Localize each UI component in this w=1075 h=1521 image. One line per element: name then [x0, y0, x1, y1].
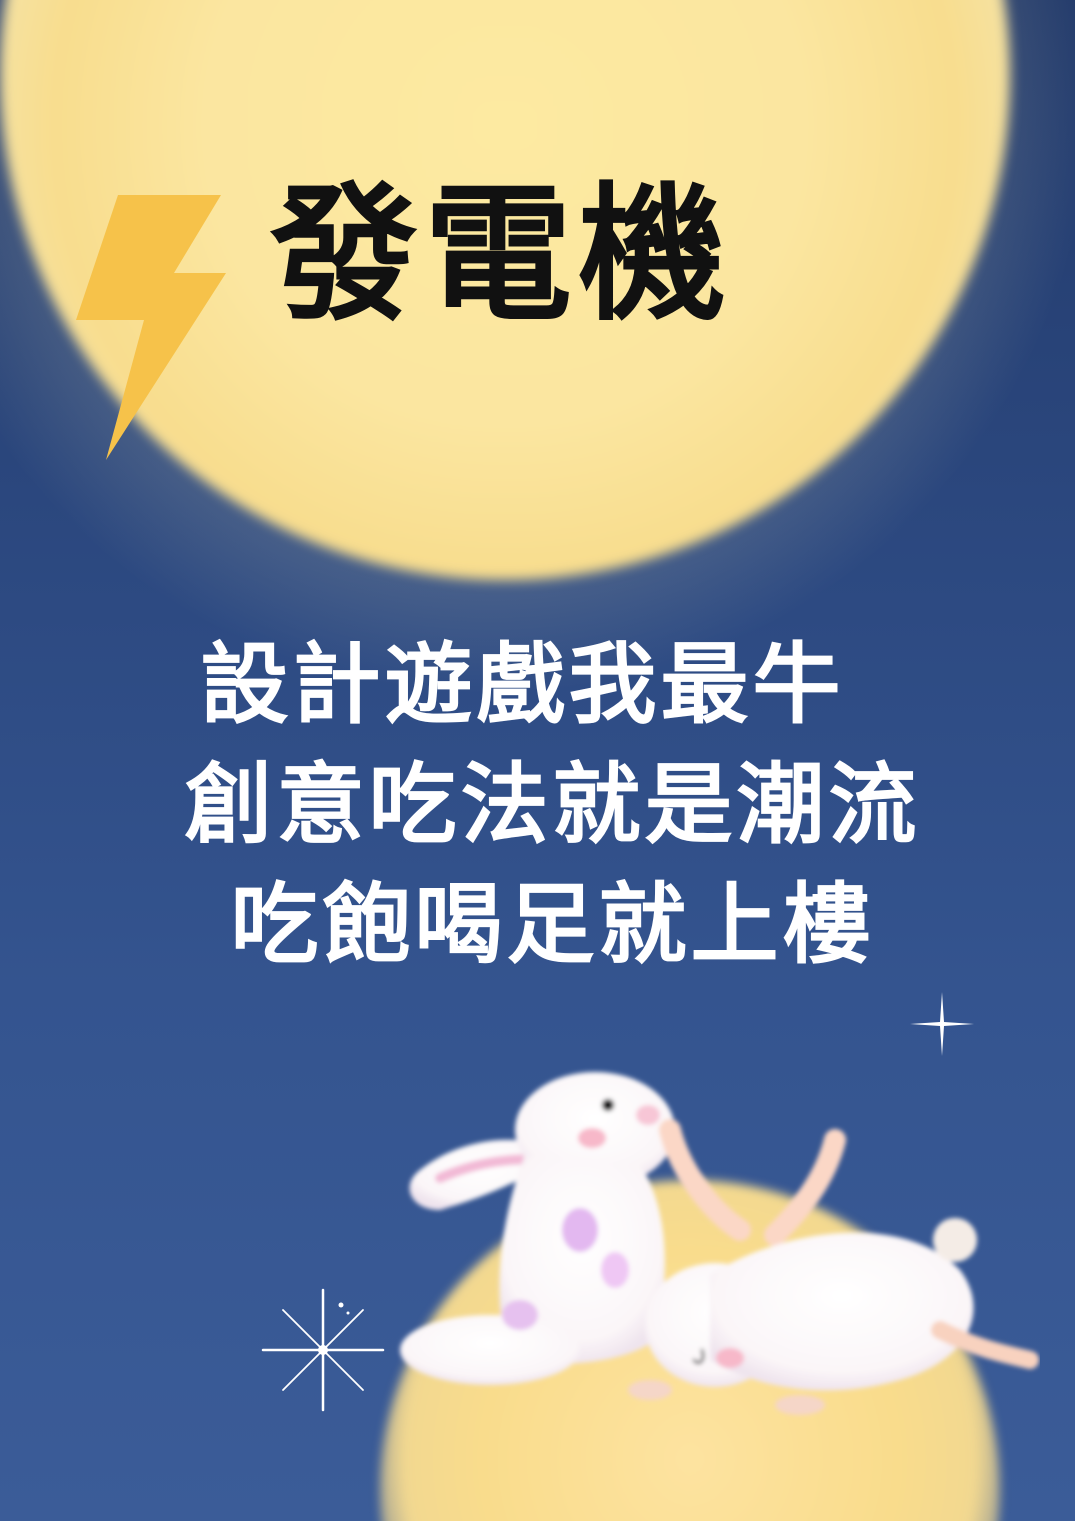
- bunnies-illustration: [400, 1072, 1039, 1415]
- starburst-icon: [261, 1288, 385, 1412]
- poster-title: 發電機: [270, 169, 732, 341]
- slogan-line-1: 設計遊戲我最牛: [200, 633, 845, 736]
- lightning-bolt-icon: [76, 195, 226, 460]
- slogan-block: 設計遊戲我最牛 創意吃法就是潮流 吃飽喝足就上樓: [0, 625, 1075, 985]
- slogan-line-3: 吃飽喝足就上樓: [230, 873, 875, 976]
- sparkle-star-icon: [910, 992, 974, 1056]
- slogan-line-2: 創意吃法就是潮流: [184, 753, 921, 856]
